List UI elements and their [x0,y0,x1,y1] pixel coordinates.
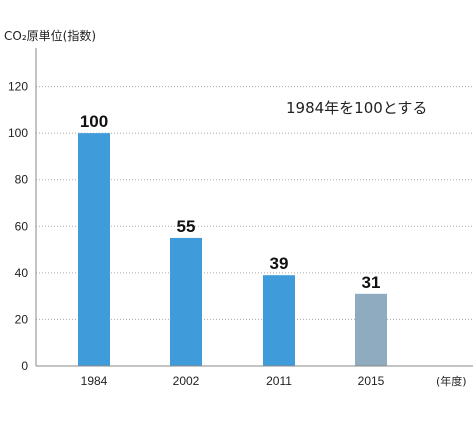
chart-annotation: 1984年を100とする [286,99,427,117]
bar-1984 [78,133,110,366]
bar-2002 [170,237,202,366]
value-label-2015: 31 [362,273,381,292]
y-tick-label: 0 [21,359,28,373]
value-labels: 100 55 39 31 [80,112,381,292]
y-tick-label: 100 [8,126,28,140]
y-axis-title: CO₂原単位(指数) [4,28,96,43]
y-tick-labels: 0 20 40 60 80 100 120 [8,80,28,373]
bars [78,133,387,366]
y-tick-label: 60 [15,219,29,233]
y-tick-label: 120 [8,80,28,94]
value-label-1984: 100 [80,112,108,131]
x-axis-unit: (年度) [436,374,467,388]
y-tick-label: 20 [15,312,29,326]
x-tick-label-2002: 2002 [173,374,200,388]
bar-2011 [263,275,295,366]
x-tick-label-1984: 1984 [81,374,108,388]
value-label-2011: 39 [270,254,289,273]
bar-2015 [355,293,387,366]
x-tick-label-2015: 2015 [358,374,385,388]
value-label-2002: 55 [177,217,196,236]
x-tick-labels: 1984 2002 2011 2015 [81,374,385,388]
y-tick-label: 80 [15,173,29,187]
y-tick-label: 40 [15,266,29,280]
x-tick-label-2011: 2011 [266,374,292,388]
